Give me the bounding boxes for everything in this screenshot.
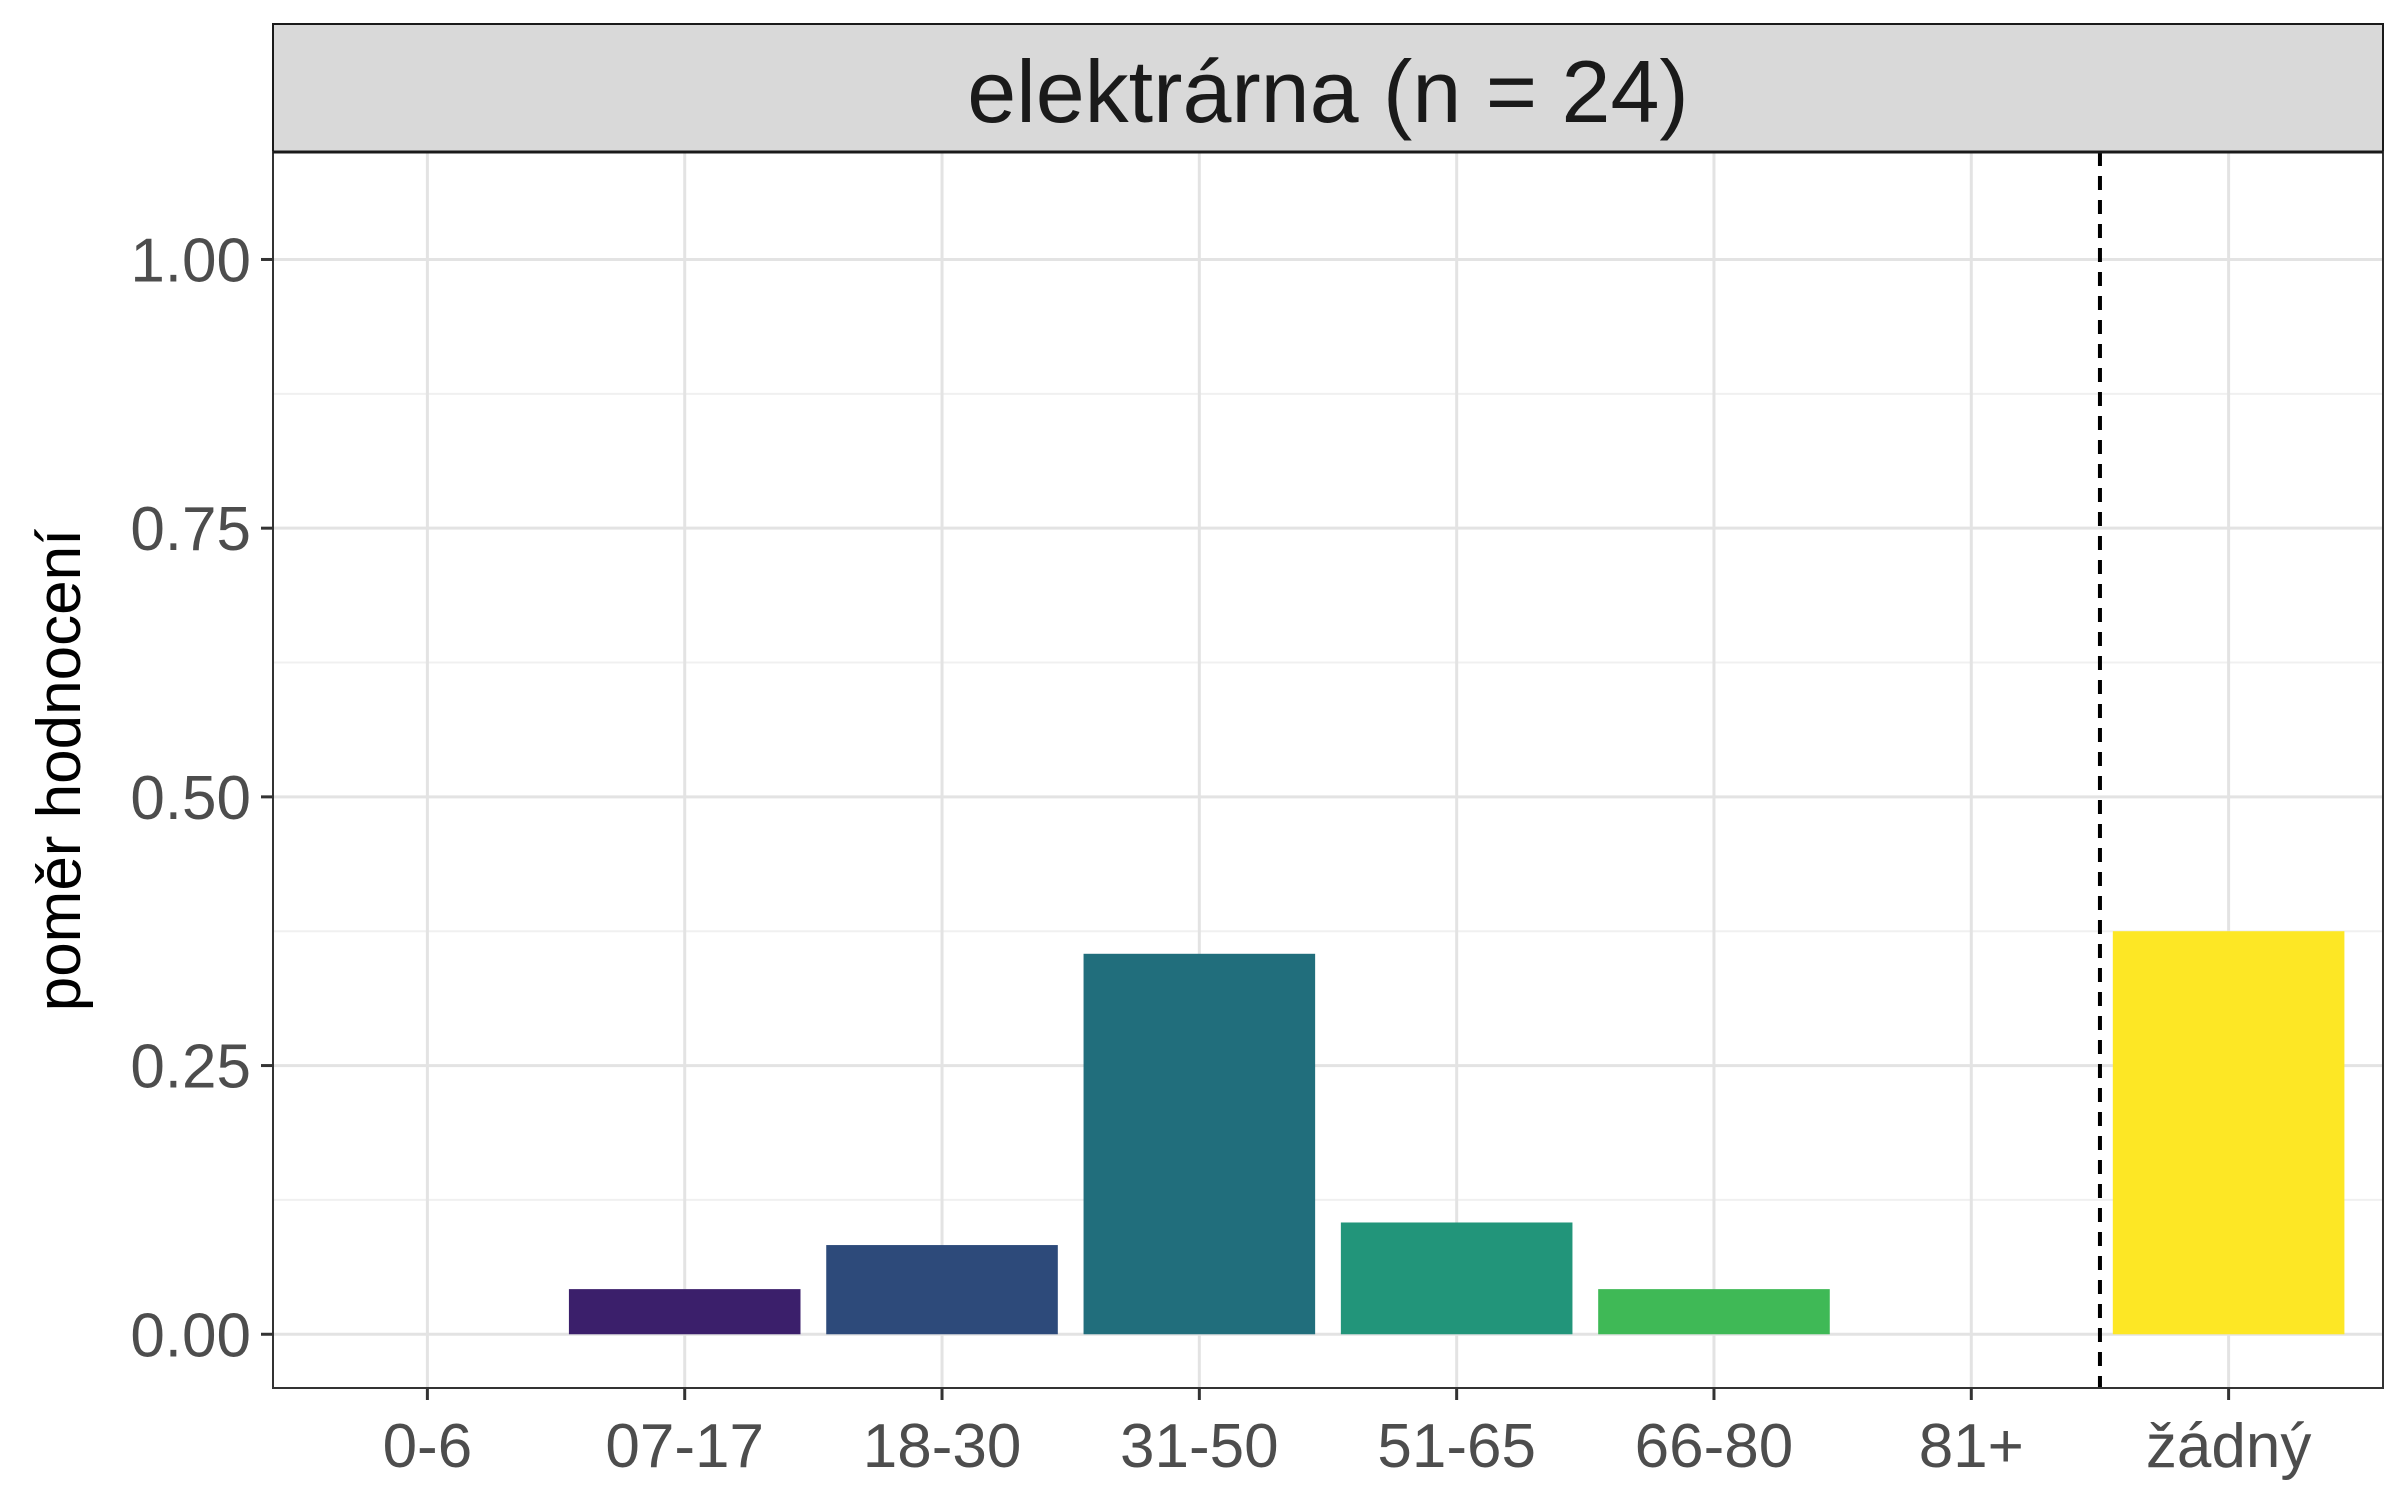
y-tick-label: 1.00 xyxy=(130,226,251,295)
x-tick-label: žádný xyxy=(2146,1412,2311,1481)
x-tick-label: 51-65 xyxy=(1377,1412,1536,1481)
x-tick-label: 07-17 xyxy=(605,1412,764,1481)
bar-31-50 xyxy=(1083,953,1316,1335)
bar-žádný xyxy=(2112,931,2345,1335)
bar-07-17 xyxy=(568,1289,801,1335)
x-axis: 0-6 07-17 18-30 31-50 51-65 66-80 81+ žádný xyxy=(383,1388,2311,1481)
x-tick-label: 0-6 xyxy=(383,1412,473,1481)
grid-lines xyxy=(273,152,2383,1388)
y-axis-title: poměr hodnocení xyxy=(25,529,94,1012)
bar-18-30 xyxy=(826,1245,1058,1335)
y-axis: 0.00 0.25 0.50 0.75 1.00 xyxy=(130,226,273,1370)
y-tick-label: 0.50 xyxy=(130,764,251,833)
bars xyxy=(568,931,2345,1335)
bar-66-80 xyxy=(1598,1289,1830,1335)
y-tick-label: 0.00 xyxy=(130,1301,251,1370)
x-tick-label: 31-50 xyxy=(1120,1412,1279,1481)
y-tick-label: 0.25 xyxy=(130,1033,251,1102)
bar-51-65 xyxy=(1340,1222,1573,1335)
x-tick-label: 81+ xyxy=(1919,1412,2024,1481)
x-tick-label: 18-30 xyxy=(863,1412,1022,1481)
facet-strip xyxy=(272,23,2384,153)
facet-strip-title: elektrárna (n = 24) xyxy=(967,42,1689,141)
plot-panel xyxy=(273,152,2383,1388)
x-tick-label: 66-80 xyxy=(1635,1412,1794,1481)
y-tick-label: 0.75 xyxy=(130,495,251,564)
